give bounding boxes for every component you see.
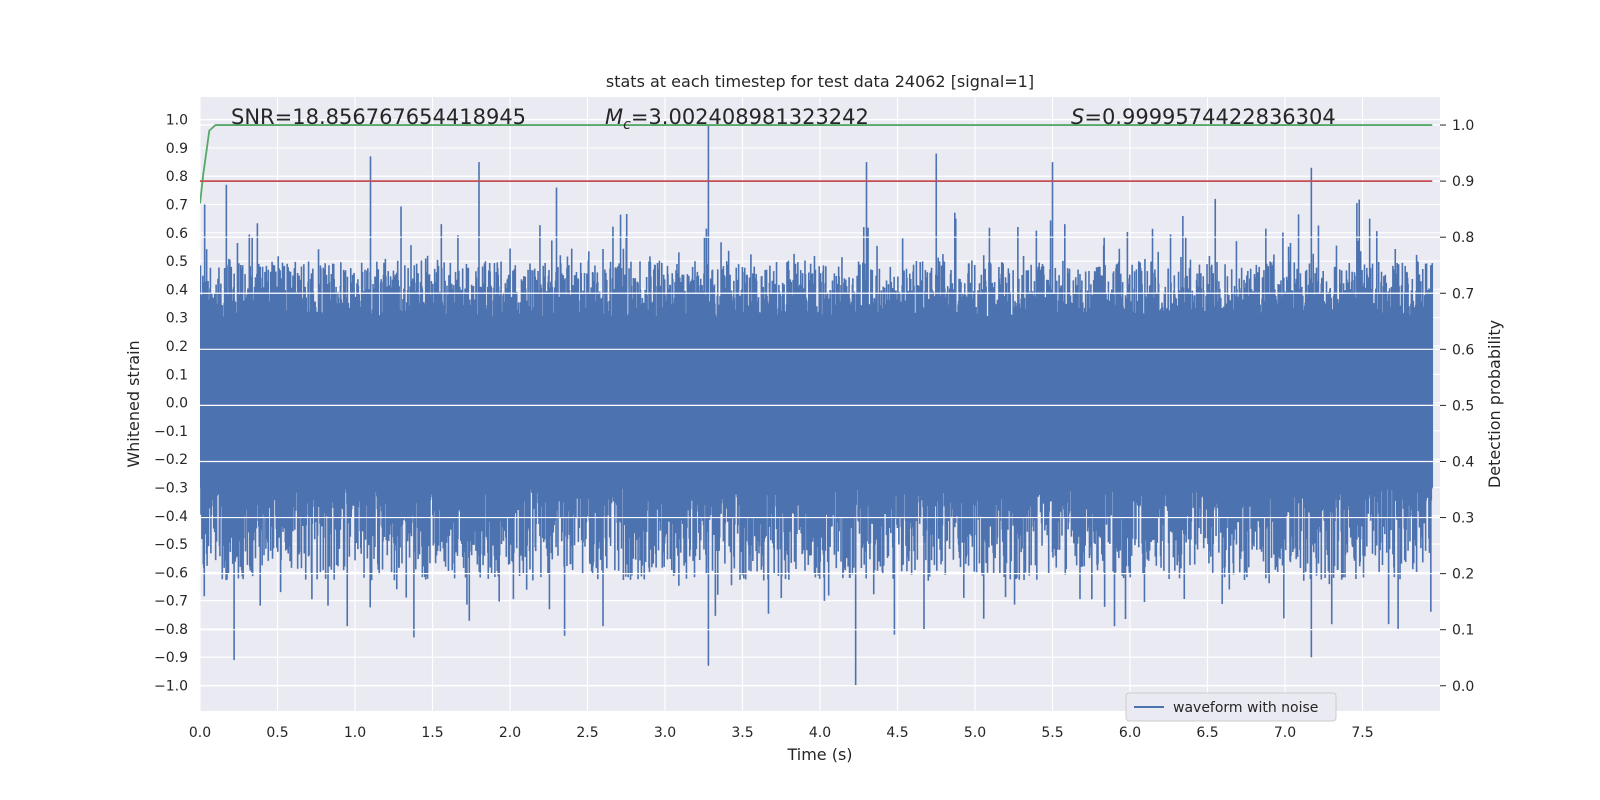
x-tick-label: 0.0: [189, 725, 211, 741]
y-left-tick-label: 0.8: [166, 169, 188, 185]
y-left-tick-label: 0.2: [166, 339, 188, 355]
y-left-tick-label: −0.6: [154, 565, 188, 581]
x-tick-label: 5.0: [964, 725, 986, 741]
legend-label-waveform: waveform with noise: [1173, 700, 1318, 716]
x-tick-label: 7.0: [1274, 725, 1296, 741]
legend: waveform with noise: [1125, 692, 1337, 722]
y-left-tick-label: −0.7: [154, 594, 188, 610]
detection-statistic-symbol: S: [1071, 105, 1084, 129]
y-left-tick-label: −0.8: [154, 622, 188, 638]
plot-series: [200, 124, 1440, 687]
x-tick-label: 6.5: [1196, 725, 1218, 741]
y-left-axis-label: Whitened strain: [124, 340, 143, 467]
detection-statistic-annotation: S=0.9999574422836304: [1071, 105, 1336, 129]
y-right-tick-label: 0.9: [1452, 174, 1474, 190]
x-tick-label: 6.0: [1119, 725, 1141, 741]
y-right-axis-ticks: 1.0 0.9 0.8 0.7 0.6 0.5 0.4 0.3 0.2 0.1 0.0: [1440, 118, 1474, 695]
y-left-tick-label: 0.6: [166, 226, 188, 242]
y-left-tick-label: 0.5: [166, 254, 188, 270]
y-left-tick-label: 0.1: [166, 367, 188, 383]
y-right-tick-label: 0.4: [1452, 454, 1474, 470]
x-tick-label: 2.5: [576, 725, 598, 741]
y-left-axis-ticks: 1.0 0.9 0.8 0.7 0.6 0.5 0.4 0.3 0.2 0.1 0.0 −0.1 −0.…: [154, 113, 188, 695]
y-right-axis-label: Detection probability: [1485, 320, 1504, 488]
y-right-tick-label: 0.6: [1452, 342, 1474, 358]
y-left-tick-label: −0.5: [154, 537, 188, 553]
y-right-tick-label: 0.3: [1452, 511, 1474, 527]
detection-statistic-value: =0.9999574422836304: [1084, 105, 1335, 129]
y-right-tick-label: 0.8: [1452, 230, 1474, 246]
y-left-tick-label: −0.2: [154, 452, 188, 468]
y-left-tick-label: −0.1: [154, 424, 188, 440]
y-right-tick-label: 0.1: [1452, 623, 1474, 639]
y-right-tick-label: 1.0: [1452, 118, 1474, 134]
series-detection-probability: [200, 124, 1433, 204]
x-tick-label: 0.5: [266, 725, 288, 741]
y-left-tick-label: 0.4: [166, 282, 188, 298]
chirp-mass-subscript: c: [623, 117, 631, 133]
x-tick-label: 3.5: [731, 725, 753, 741]
y-left-tick-label: 1.0: [166, 113, 188, 129]
waveform-core-band: [200, 317, 1433, 488]
x-tick-label: 4.0: [809, 725, 831, 741]
x-tick-label: 7.5: [1351, 725, 1373, 741]
y-right-tick-label: 0.5: [1452, 398, 1474, 414]
y-left-tick-label: −0.3: [154, 480, 188, 496]
y-left-tick-label: 0.9: [166, 141, 188, 157]
chart-title: stats at each timestep for test data 240…: [606, 72, 1034, 91]
y-left-tick-label: −0.9: [154, 650, 188, 666]
x-tick-label: 2.0: [499, 725, 521, 741]
x-tick-label: 1.5: [421, 725, 443, 741]
y-left-tick-label: 0.7: [166, 198, 188, 214]
x-axis-ticks: 0.0 0.5 1.0 1.5 2.0 2.5 3.0 3.5 4.0 4.5 5.0 5.5 6.0 6…: [189, 725, 1374, 741]
legend-box: [1125, 692, 1337, 722]
y-left-tick-label: 0.0: [166, 396, 188, 412]
x-tick-label: 4.5: [886, 725, 908, 741]
y-right-tick-label: 0.7: [1452, 286, 1474, 302]
y-left-tick-label: 0.3: [166, 311, 188, 327]
x-axis-label: Time (s): [786, 745, 852, 764]
y-left-tick-label: −0.4: [154, 509, 188, 525]
chirp-mass-annotation: Mc=3.002408981323242: [605, 105, 869, 133]
snr-annotation: SNR=18.856767654418945: [231, 105, 526, 129]
chirp-mass-symbol: M: [605, 105, 623, 129]
x-tick-label: 3.0: [654, 725, 676, 741]
y-left-tick-label: −1.0: [154, 679, 188, 695]
y-right-tick-label: 0.2: [1452, 567, 1474, 583]
x-tick-label: 1.0: [344, 725, 366, 741]
y-right-tick-label: 0.0: [1452, 679, 1474, 695]
chirp-mass-value: =3.002408981323242: [631, 105, 869, 129]
x-tick-label: 5.5: [1041, 725, 1063, 741]
